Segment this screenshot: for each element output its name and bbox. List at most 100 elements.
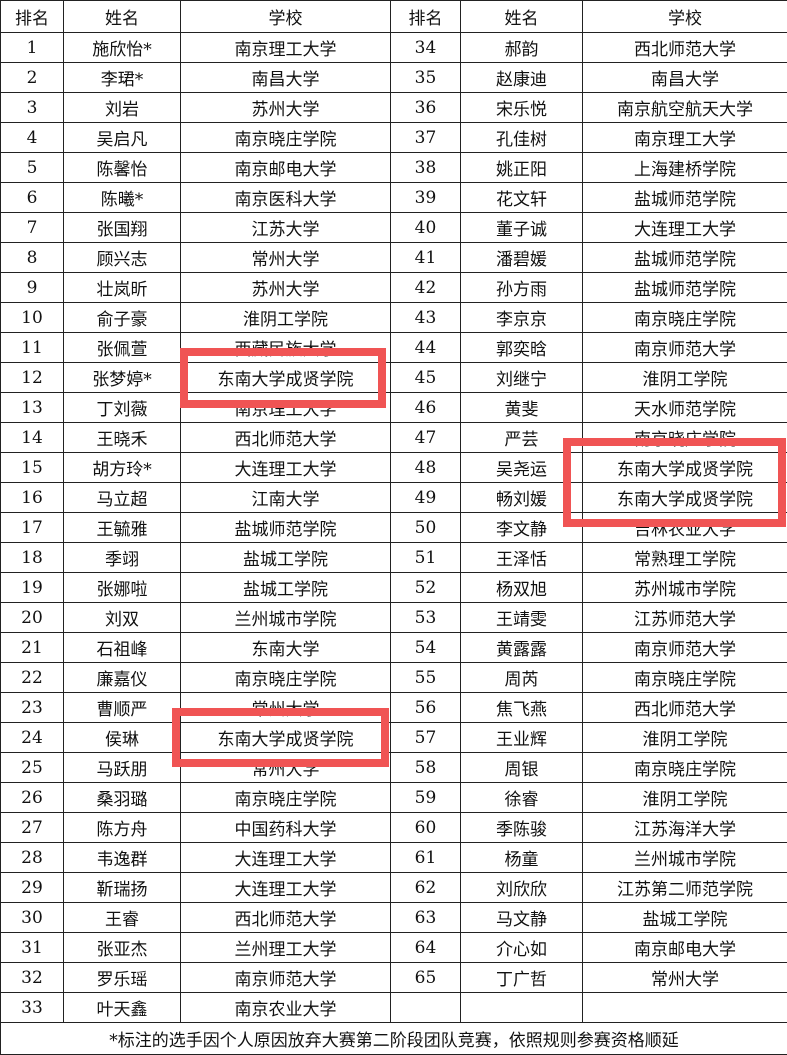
rank-cell: 26 — [1, 783, 64, 813]
name-cell: 陈曦* — [64, 183, 181, 213]
rank-cell: 33 — [1, 993, 64, 1023]
school-cell: 南京晓庄学院 — [181, 783, 391, 813]
name-cell: 张梦婷* — [64, 363, 181, 393]
name-cell: 张娜啦 — [64, 573, 181, 603]
name-cell: 壮岚昕 — [64, 273, 181, 303]
name-cell: 周芮 — [461, 663, 583, 693]
name-cell: 畅刘媛 — [461, 483, 583, 513]
name-cell: 刘继宁 — [461, 363, 583, 393]
rank-cell: 7 — [1, 213, 64, 243]
school-cell: 盐城工学院 — [181, 543, 391, 573]
name-cell: 张亚杰 — [64, 933, 181, 963]
school-cell: 常熟理工学院 — [583, 543, 787, 573]
school-cell: 南昌大学 — [181, 63, 391, 93]
rank-cell: 10 — [1, 303, 64, 333]
school-cell: 南京理工大学 — [181, 33, 391, 63]
rank-cell: 11 — [1, 333, 64, 363]
name-cell: 孙方雨 — [461, 273, 583, 303]
school-cell: 南京师范大学 — [583, 633, 787, 663]
rank-cell: 46 — [391, 393, 461, 423]
name-cell: 陈方舟 — [64, 813, 181, 843]
school-cell: 西北师范大学 — [583, 693, 787, 723]
school-cell: 江苏大学 — [181, 213, 391, 243]
school-cell: 南京晓庄学院 — [583, 753, 787, 783]
school-cell: 吉林农业大学 — [583, 513, 787, 543]
rank-cell: 41 — [391, 243, 461, 273]
school-cell: 盐城工学院 — [583, 903, 787, 933]
rank-cell: 56 — [391, 693, 461, 723]
rank-cell: 8 — [1, 243, 64, 273]
name-cell: 黄露露 — [461, 633, 583, 663]
rank-cell: 25 — [1, 753, 64, 783]
school-cell: 西北师范大学 — [583, 33, 787, 63]
school-cell: 大连理工大学 — [181, 873, 391, 903]
rank-cell: 58 — [391, 753, 461, 783]
name-cell: 王靖雯 — [461, 603, 583, 633]
rank-cell: 61 — [391, 843, 461, 873]
school-cell: 南京师范大学 — [181, 963, 391, 993]
rank-cell: 43 — [391, 303, 461, 333]
school-cell: 上海建桥学院 — [583, 153, 787, 183]
rank-cell: 9 — [1, 273, 64, 303]
name-cell: 赵康迪 — [461, 63, 583, 93]
name-cell: 姚正阳 — [461, 153, 583, 183]
school-cell: 大连理工大学 — [583, 213, 787, 243]
name-cell: 王晓禾 — [64, 423, 181, 453]
school-cell: 苏州大学 — [181, 273, 391, 303]
rank-cell: 40 — [391, 213, 461, 243]
name-cell: 严芸 — [461, 423, 583, 453]
name-cell: 花文轩 — [461, 183, 583, 213]
name-cell: 吴尧运 — [461, 453, 583, 483]
school-cell: 江苏第二师范学院 — [583, 873, 787, 903]
rank-cell: 27 — [1, 813, 64, 843]
school-cell: 兰州理工大学 — [181, 933, 391, 963]
name-cell: 廉嘉仪 — [64, 663, 181, 693]
rank-cell: 39 — [391, 183, 461, 213]
school-cell: 南京理工大学 — [181, 393, 391, 423]
name-cell: 董子诚 — [461, 213, 583, 243]
school-cell: 东南大学成贤学院 — [181, 363, 391, 393]
school-cell: 淮阴工学院 — [181, 303, 391, 333]
rank-cell: 6 — [1, 183, 64, 213]
name-cell: 黄斐 — [461, 393, 583, 423]
school-cell — [583, 993, 787, 1023]
rank-cell: 47 — [391, 423, 461, 453]
school-cell: 南京农业大学 — [181, 993, 391, 1023]
name-cell: 叶天鑫 — [64, 993, 181, 1023]
header-school: 学校 — [583, 1, 787, 33]
rank-cell: 20 — [1, 603, 64, 633]
rank-cell: 28 — [1, 843, 64, 873]
school-cell: 东南大学成贤学院 — [583, 483, 787, 513]
name-cell: 马立超 — [64, 483, 181, 513]
school-cell: 南京晓庄学院 — [181, 123, 391, 153]
school-cell: 西藏民族大学 — [181, 333, 391, 363]
school-cell: 兰州城市学院 — [181, 603, 391, 633]
school-cell: 南京医科大学 — [181, 183, 391, 213]
rank-cell: 12 — [1, 363, 64, 393]
rank-cell: 4 — [1, 123, 64, 153]
school-cell: 淮阴工学院 — [583, 363, 787, 393]
header-rank: 排名 — [1, 1, 64, 33]
rank-cell: 63 — [391, 903, 461, 933]
name-cell: 丁广哲 — [461, 963, 583, 993]
school-cell: 南京航空航天大学 — [583, 93, 787, 123]
rank-cell: 34 — [391, 33, 461, 63]
school-cell: 苏州城市学院 — [583, 573, 787, 603]
school-cell: 南京邮电大学 — [583, 933, 787, 963]
rank-cell: 35 — [391, 63, 461, 93]
rank-cell: 24 — [1, 723, 64, 753]
